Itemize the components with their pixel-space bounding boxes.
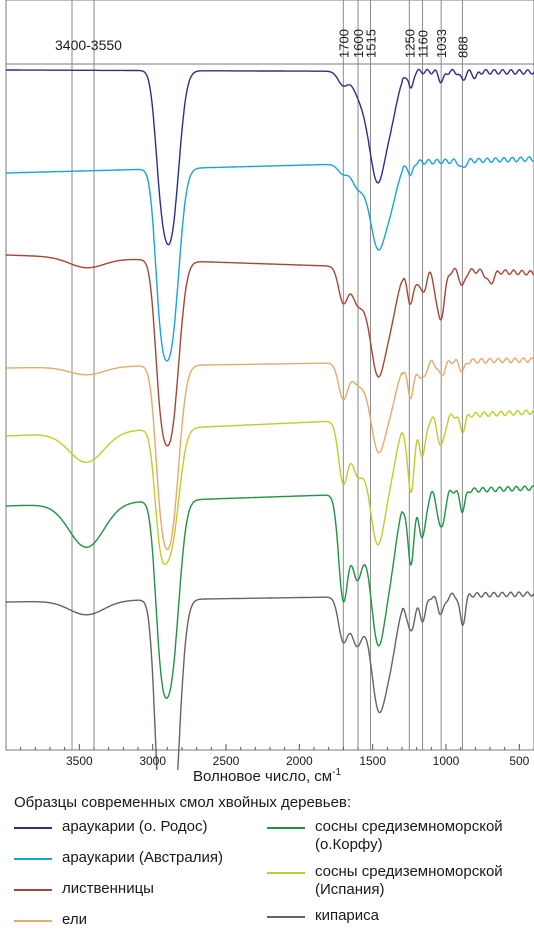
- label-header-frame: [5, 0, 534, 65]
- legend-label-2: лиственницы: [62, 880, 154, 897]
- marker-label-1160: 1160: [416, 30, 431, 58]
- legend-swatch-5: [267, 872, 305, 874]
- spectra-series: [5, 68, 534, 770]
- legend-swatch-3: [14, 920, 52, 922]
- legend-swatch-0: [14, 827, 52, 829]
- legend-label-3: ели: [62, 911, 87, 928]
- marker-label-1700: 1700: [336, 29, 351, 58]
- x-tick-label-2000: 2000: [286, 754, 313, 768]
- marker-label-1515: 1515: [363, 29, 378, 58]
- x-tick-label-3000: 3000: [139, 754, 166, 768]
- series-line-2: [5, 254, 534, 447]
- legend-swatch-2: [14, 889, 52, 891]
- legend-swatch-6: [267, 916, 305, 918]
- x-tick-label-1500: 1500: [359, 754, 386, 768]
- x-tick-label-3500: 3500: [66, 754, 93, 768]
- legend-swatch-4: [267, 827, 305, 829]
- marker-label-1600: 1600: [351, 29, 366, 58]
- marker-label-1250: 1250: [402, 29, 417, 58]
- legend-swatch-1: [14, 858, 52, 860]
- series-line-0: [5, 68, 534, 246]
- legend-label-4: сосны средиземноморской (о.Корфу): [315, 818, 503, 853]
- legend-label-1: араукарии (Австралия): [62, 849, 223, 866]
- x-axis-title-unit: -1: [332, 767, 342, 778]
- series-line-4: [5, 485, 534, 699]
- x-tick-label-500: 500: [509, 754, 529, 768]
- x-axis: 3500 3000 2500 2000 1500 1000 500: [20, 744, 534, 768]
- plot-frame: [5, 63, 534, 751]
- x-axis-title-text: Волновое число, см: [192, 768, 333, 785]
- legend-label-5: сосны средиземноморской (Испания): [315, 863, 503, 898]
- marker-label-888: 888: [455, 36, 470, 58]
- series-line-6: [5, 591, 534, 770]
- legend-label-6: кипариса: [315, 907, 379, 924]
- legend-title: Образцы современных смол хвойных деревье…: [14, 794, 352, 811]
- series-line-1: [5, 156, 534, 362]
- range-label: 3400-3550: [55, 37, 122, 53]
- marker-label-1033: 1033: [434, 29, 449, 58]
- series-line-3: [5, 357, 534, 551]
- x-tick-label-1000: 1000: [433, 754, 460, 768]
- x-tick-label-2500: 2500: [213, 754, 240, 768]
- x-axis-title: Волновое число, см-1: [0, 767, 534, 785]
- legend-label-0: араукарии (о. Родос): [62, 818, 208, 835]
- series-line-5: [5, 409, 534, 565]
